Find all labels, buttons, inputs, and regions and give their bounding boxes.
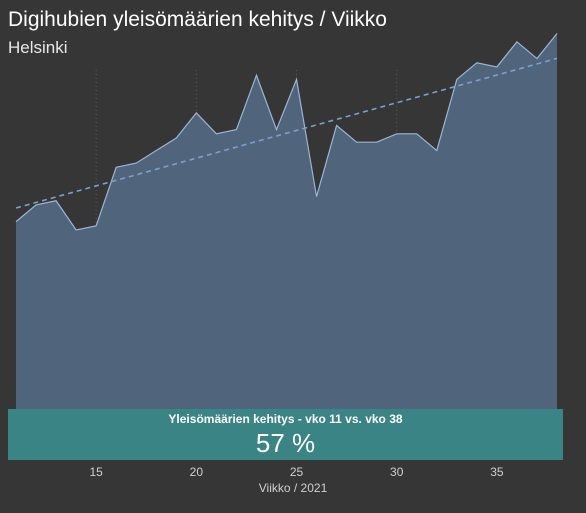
kpi-value: 57 % (255, 428, 316, 458)
area-line (15, 33, 558, 231)
area-series (15, 33, 558, 461)
x-tick-label-35: 35 (490, 465, 504, 479)
chart-title: Digihubien yleisömäärien kehitys / Viikk… (8, 8, 387, 31)
x-tick-label-30: 30 (390, 465, 404, 479)
kpi-banner: Yleisömäärien kehitys - vko 11 vs. vko 3… (8, 409, 563, 460)
area-fill (16, 33, 557, 461)
x-tick-label-15: 15 (89, 465, 103, 479)
x-axis-ticks: 15 20 25 30 35 (89, 465, 503, 479)
x-axis-label: Viikko / 2021 (258, 481, 328, 495)
trend-line-segment (15, 57, 558, 209)
chart-subtitle: Helsinki (8, 38, 68, 57)
x-tick-label-25: 25 (290, 465, 304, 479)
kpi-label: Yleisömäärien kehitys - vko 11 vs. vko 3… (168, 412, 403, 426)
trend-line (15, 57, 558, 209)
x-tick-label-20: 20 (190, 465, 204, 479)
